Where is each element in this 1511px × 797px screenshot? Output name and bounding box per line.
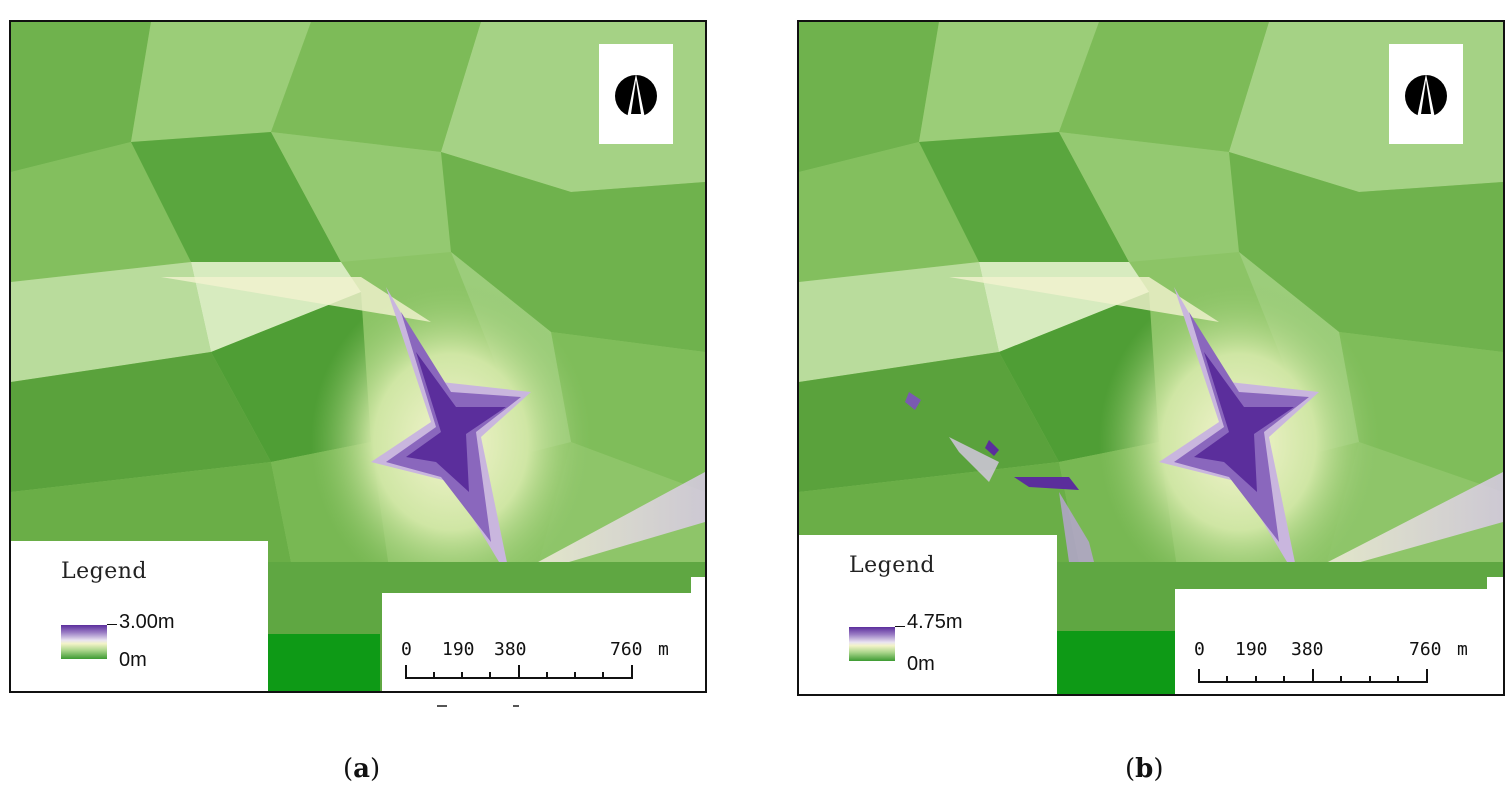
north-arrow-box	[599, 44, 673, 144]
north-arrow-icon	[615, 74, 657, 118]
legend-min-label: 0m	[907, 653, 935, 675]
stray-mark	[513, 705, 519, 707]
scale-bar: 0 190 380 760 m	[1175, 589, 1503, 694]
scale-tick-label: 760	[1409, 639, 1442, 660]
scale-bar-graphic: 0 190 380 760 m	[1194, 639, 1468, 683]
legend: Legend 3.00m 0m	[11, 541, 268, 691]
map-panel-a: Legend 3.00m 0m 0 190 380 760 m	[9, 20, 707, 693]
legend: Legend 4.75m 0m	[799, 535, 1057, 694]
scale-tick-label: 760	[610, 639, 643, 660]
legend-title: Legend	[849, 553, 935, 578]
north-arrow-box	[1389, 44, 1463, 144]
scale-unit-label: m	[1457, 639, 1468, 660]
panel-caption-a: (a)	[343, 754, 381, 784]
scale-fill-block	[1057, 631, 1175, 694]
legend-min-label: 0m	[119, 649, 147, 671]
elevation-raster-map	[799, 22, 1503, 694]
panel-caption-b: (b)	[1125, 754, 1164, 784]
scale-tick-label: 190	[442, 639, 475, 660]
legend-color-ramp	[61, 625, 107, 659]
legend-max-label: 3.00m	[119, 611, 175, 633]
legend-color-ramp	[849, 627, 895, 661]
scale-tick-label: 380	[1291, 639, 1324, 660]
legend-max-label: 4.75m	[907, 611, 963, 633]
legend-tick	[107, 624, 117, 625]
map-panel-b: Legend 4.75m 0m 0 190 380 760 m	[797, 20, 1505, 696]
scale-fill-block	[268, 634, 380, 691]
stray-mark	[437, 705, 447, 707]
scale-bar: 0 190 380 760 m	[382, 593, 705, 691]
elevation-raster-map	[11, 22, 705, 691]
scale-tick-label: 0	[401, 639, 412, 660]
scale-unit-label: m	[658, 639, 669, 660]
legend-tick	[895, 626, 905, 627]
scale-tick-label: 380	[494, 639, 527, 660]
legend-title: Legend	[61, 559, 147, 584]
scale-tick-label: 190	[1235, 639, 1268, 660]
scale-bar-graphic: 0 190 380 760 m	[401, 639, 669, 679]
north-arrow-icon	[1405, 74, 1447, 118]
scale-tick-label: 0	[1194, 639, 1205, 660]
